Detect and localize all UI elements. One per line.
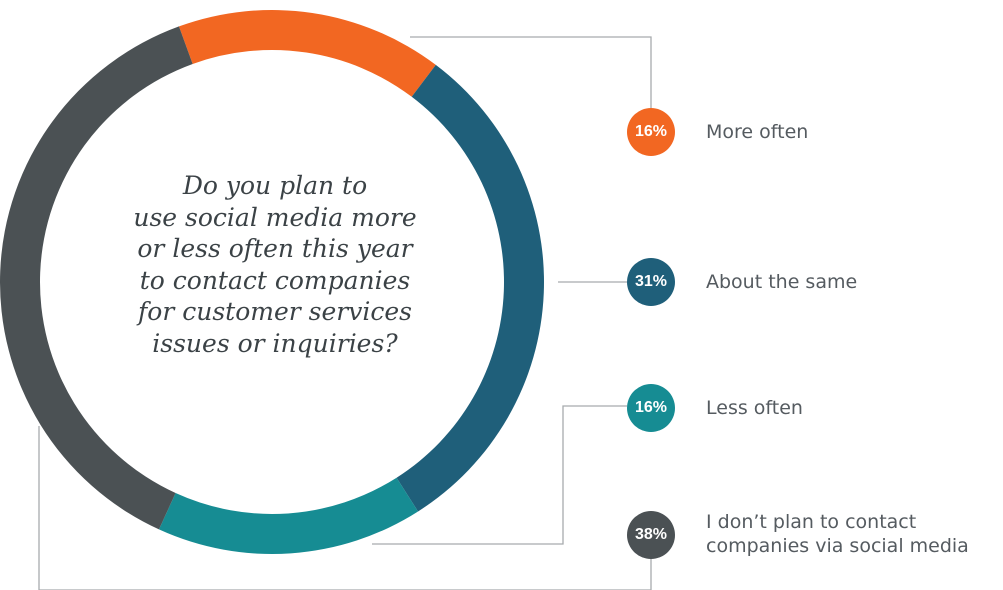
donut-slices bbox=[0, 10, 544, 554]
donut-slice-no-plan bbox=[0, 26, 193, 530]
legend-label-line: companies via social media bbox=[706, 535, 969, 557]
legend-badge-more-often: 16% bbox=[627, 108, 675, 156]
legend-badge-no-plan: 38% bbox=[627, 511, 675, 559]
legend-badge-about-the-same: 31% bbox=[627, 258, 675, 306]
legend-label-more-often: More often bbox=[706, 120, 808, 144]
leader-line-no-plan bbox=[38, 426, 652, 590]
leader-lines bbox=[38, 36, 652, 590]
donut-slice-more-often bbox=[178, 10, 436, 97]
legend-label-line: Less often bbox=[706, 397, 803, 419]
question-line: or less often this year bbox=[137, 234, 413, 263]
legend-label-line: More often bbox=[706, 121, 809, 143]
question-line: issues or inquiries? bbox=[152, 328, 398, 358]
question-line: for customer services bbox=[138, 297, 412, 326]
legend-label-less-often: Less often bbox=[706, 396, 803, 420]
donut-slice-about-the-same bbox=[396, 64, 544, 512]
leader-line-more-often bbox=[410, 36, 652, 108]
legend-label-no-plan: I don’t plan to contact companies via so… bbox=[706, 510, 969, 558]
question-line: use social media more bbox=[133, 202, 417, 232]
legend-label-line: About the same bbox=[706, 271, 858, 293]
legend-label-about-the-same: About the same bbox=[706, 270, 857, 294]
legend-label-line: I don’t plan to contact bbox=[706, 511, 917, 533]
question-line: to contact companies bbox=[139, 265, 411, 295]
legend-badge-less-often: 16% bbox=[627, 384, 675, 432]
donut-slice-less-often bbox=[158, 477, 419, 554]
question-line: Do you plan to bbox=[182, 171, 368, 200]
leader-line-less-often bbox=[372, 405, 627, 545]
chart-question: Do you plan to use social media more or … bbox=[95, 170, 455, 359]
